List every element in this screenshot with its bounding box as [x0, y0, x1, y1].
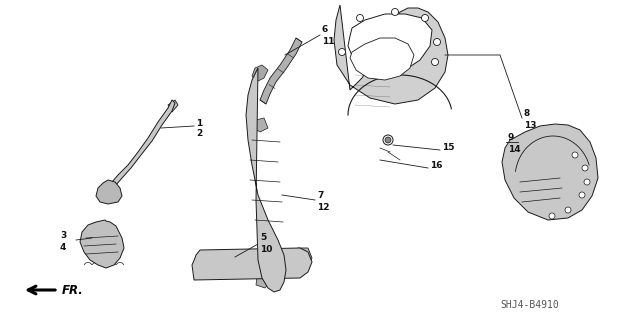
Circle shape [385, 137, 391, 143]
Circle shape [584, 179, 590, 185]
Circle shape [572, 152, 578, 158]
Text: 3: 3 [60, 232, 67, 241]
Polygon shape [256, 265, 274, 288]
Polygon shape [96, 180, 122, 204]
Polygon shape [260, 38, 302, 104]
Text: 6: 6 [322, 25, 328, 33]
Polygon shape [510, 138, 524, 152]
Polygon shape [502, 124, 598, 220]
Text: 2: 2 [196, 130, 202, 138]
Text: 8: 8 [524, 109, 531, 118]
Text: 4: 4 [60, 243, 67, 253]
Circle shape [113, 241, 119, 247]
Polygon shape [348, 14, 432, 74]
Text: 9: 9 [508, 132, 515, 142]
Polygon shape [168, 100, 178, 112]
Polygon shape [350, 38, 414, 80]
Circle shape [549, 213, 555, 219]
Text: 16: 16 [430, 160, 442, 169]
Text: 15: 15 [442, 143, 454, 152]
Circle shape [356, 14, 364, 21]
Circle shape [392, 9, 399, 16]
Text: 14: 14 [508, 145, 520, 153]
Polygon shape [254, 118, 268, 132]
Text: 13: 13 [524, 122, 536, 130]
Ellipse shape [210, 257, 220, 271]
Polygon shape [80, 220, 124, 268]
Text: 11: 11 [322, 36, 335, 46]
Circle shape [339, 48, 346, 56]
Ellipse shape [285, 257, 295, 271]
Polygon shape [246, 68, 286, 292]
Text: SHJ4-B4910: SHJ4-B4910 [500, 300, 559, 310]
Text: FR.: FR. [62, 284, 84, 296]
Text: 12: 12 [317, 204, 330, 212]
Circle shape [422, 14, 429, 21]
Circle shape [95, 237, 101, 243]
Polygon shape [192, 248, 312, 280]
Circle shape [431, 58, 438, 65]
Text: 1: 1 [196, 118, 202, 128]
Circle shape [105, 239, 111, 245]
Circle shape [579, 192, 585, 198]
Polygon shape [252, 65, 268, 82]
Circle shape [433, 39, 440, 46]
Circle shape [565, 207, 571, 213]
Text: 10: 10 [260, 246, 273, 255]
Circle shape [383, 135, 393, 145]
Polygon shape [100, 193, 112, 202]
Polygon shape [112, 100, 175, 185]
Ellipse shape [247, 257, 257, 271]
Circle shape [582, 165, 588, 171]
Text: 5: 5 [260, 234, 266, 242]
Polygon shape [334, 5, 448, 104]
Ellipse shape [228, 257, 238, 271]
Polygon shape [298, 248, 312, 272]
Ellipse shape [266, 257, 276, 271]
Text: 7: 7 [317, 191, 323, 201]
